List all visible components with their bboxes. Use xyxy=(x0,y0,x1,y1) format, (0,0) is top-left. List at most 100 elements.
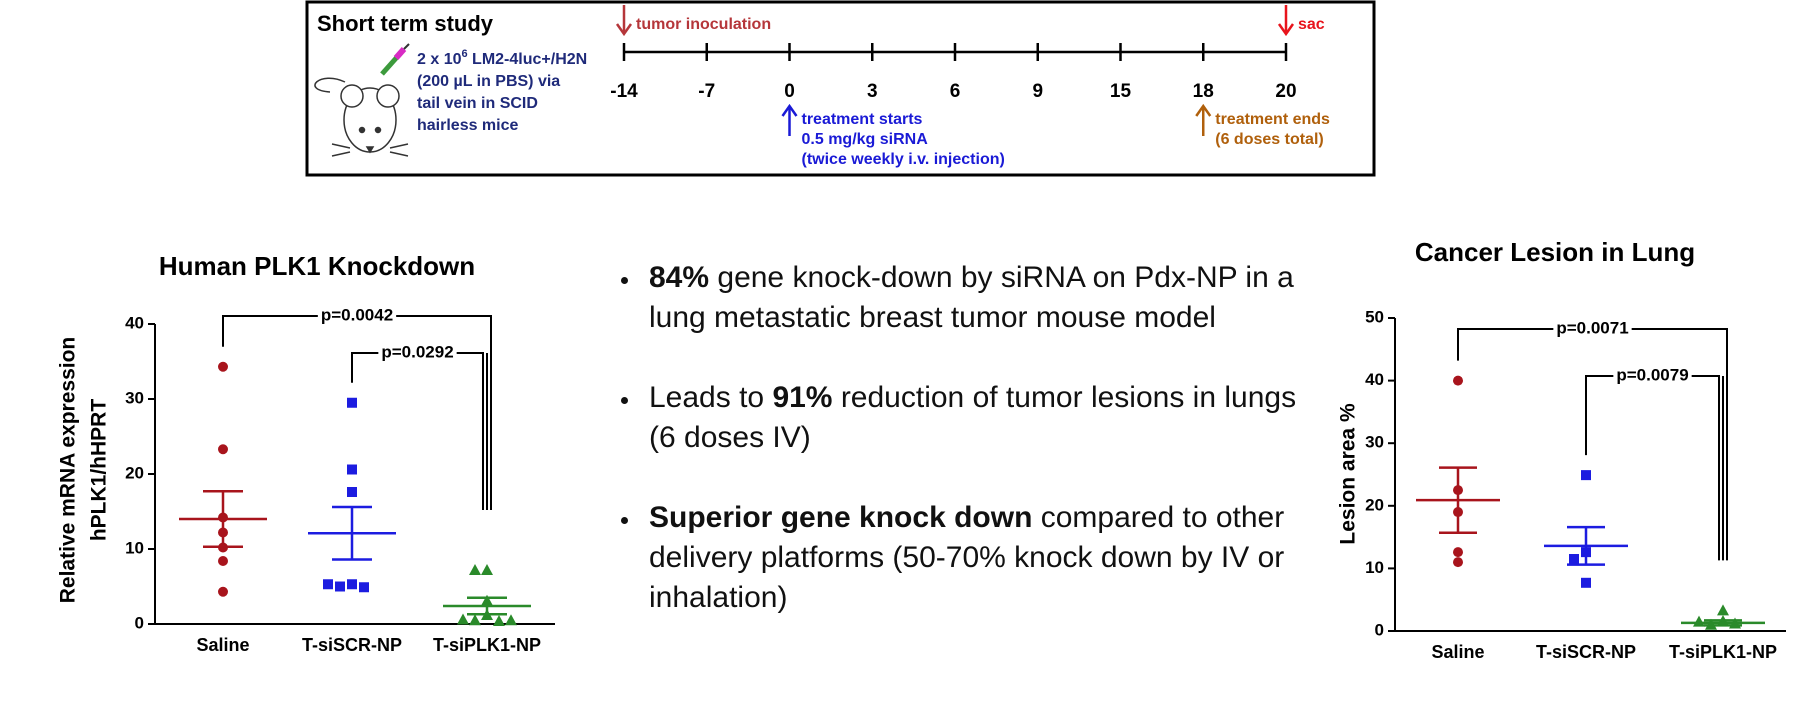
injection-text: 2 x 106 LM2-4luc+/H2N xyxy=(417,48,587,68)
x-tick-label: T-siSCR-NP xyxy=(1536,642,1636,662)
text: compared to other delivery platforms (50… xyxy=(649,501,1285,614)
timeline-title: Short term study xyxy=(317,11,494,36)
p-value-label: p=0.0292 xyxy=(381,342,453,361)
injection-text: hairless mice xyxy=(417,117,519,134)
bullet: Leads to 91% reduction of tumor lesions … xyxy=(641,378,1301,458)
significance-bracket xyxy=(1457,328,1728,561)
error-bar xyxy=(1567,525,1605,566)
event-label: (6 doses total) xyxy=(1215,131,1323,148)
data-point xyxy=(1581,577,1591,588)
x-tick-label: T-siSCR-NP xyxy=(302,635,402,655)
y-tick-label: 0 xyxy=(1375,620,1384,639)
data-point xyxy=(347,487,357,497)
timeline-tick-label: 18 xyxy=(1193,81,1214,102)
bold-text: 84% xyxy=(649,261,710,294)
bullet: 84% gene knock-down by siRNA on Pdx-NP i… xyxy=(641,258,1301,338)
data-point xyxy=(1581,470,1591,481)
timeline-tick-label: 15 xyxy=(1110,81,1132,102)
p-value-label: p=0.0071 xyxy=(1556,318,1628,337)
bold-text: 91% xyxy=(772,381,833,414)
event-label: sac xyxy=(1298,16,1325,33)
y-tick-label: 20 xyxy=(1365,495,1384,514)
label-background xyxy=(1553,318,1632,338)
text: Leads to xyxy=(649,381,773,414)
label-background xyxy=(317,305,397,325)
event-label: treatment ends xyxy=(1215,111,1330,128)
event-label: treatment starts xyxy=(802,111,923,128)
x-tick-label: T-siPLK1-NP xyxy=(1669,642,1777,662)
data-point xyxy=(323,579,333,590)
significance-bracket xyxy=(351,352,488,510)
data-point xyxy=(1569,554,1579,565)
injection-text: tail vein in SCID xyxy=(417,95,538,112)
data-point xyxy=(493,615,505,626)
data-point xyxy=(1453,547,1463,558)
data-point xyxy=(218,556,228,566)
bullet-list: 84% gene knock-down by siRNA on Pdx-NP i… xyxy=(595,258,1301,658)
chart-title: Cancer Lesion in Lung xyxy=(1415,237,1695,267)
data-point xyxy=(457,613,469,625)
data-point xyxy=(218,444,228,455)
timeline-box xyxy=(305,0,1376,177)
data-point xyxy=(505,614,517,626)
data-point xyxy=(469,614,481,626)
y-tick-label: 50 xyxy=(1365,307,1384,326)
error-bar xyxy=(332,505,372,561)
timeline-tick-label: 0 xyxy=(784,81,795,102)
data-point xyxy=(218,586,228,597)
event-label: (twice weekly i.v. injection) xyxy=(802,151,1005,168)
y-tick-label: 0 xyxy=(135,613,144,632)
data-point xyxy=(481,564,493,575)
x-tick-label: T-siPLK1-NP xyxy=(433,635,541,655)
data-point xyxy=(347,579,357,590)
data-point xyxy=(469,564,481,575)
y-tick-label: 20 xyxy=(125,463,144,482)
error-bar xyxy=(1439,466,1477,534)
y-axis-label: Lesion area % xyxy=(1337,403,1360,545)
p-value-label: p=0.0042 xyxy=(321,305,393,324)
event-label: 0.5 mg/kg siRNA xyxy=(802,131,929,148)
data-point xyxy=(347,397,357,408)
y-tick-label: 30 xyxy=(125,388,144,407)
data-point xyxy=(335,581,345,592)
y-tick-label: 10 xyxy=(125,538,144,557)
injection-text: (200 µL in PBS) via xyxy=(417,73,560,90)
y-tick-label: 40 xyxy=(125,313,144,332)
injection-text: LM2-4luc+/H2N xyxy=(468,51,588,68)
event-arrowhead xyxy=(615,23,633,37)
text: gene knock-down by siRNA on Pdx-NP in a … xyxy=(649,261,1294,334)
data-point xyxy=(1693,615,1705,627)
data-point xyxy=(218,361,228,372)
label-background xyxy=(1613,365,1692,385)
bold-text: Superior gene knock down xyxy=(649,501,1033,534)
error-bar xyxy=(203,490,243,548)
text: reduction of tumor lesions in lungs (6 d… xyxy=(649,381,1297,454)
data-point xyxy=(1453,557,1463,568)
timeline-tick-label: 9 xyxy=(1032,81,1043,102)
timeline-tick-label: 6 xyxy=(950,81,961,102)
mouse-icon xyxy=(314,43,410,157)
data-point xyxy=(1717,604,1729,616)
p-value-label: p=0.0079 xyxy=(1616,365,1688,384)
x-tick-label: Saline xyxy=(196,635,249,655)
y-axis-label: hPLK1/hHPRT xyxy=(88,399,111,542)
y-tick-label: 40 xyxy=(1365,370,1384,389)
bullet: Superior gene knock down compared to oth… xyxy=(641,498,1301,618)
timeline-tick-label: -7 xyxy=(698,81,715,102)
significance-bracket xyxy=(1585,375,1724,561)
y-axis-label: Relative mRNA expression xyxy=(57,337,80,604)
injection-text: 2 x 10 xyxy=(417,51,462,68)
data-point xyxy=(347,464,357,475)
y-tick-label: 30 xyxy=(1365,433,1384,452)
error-bar xyxy=(467,596,507,616)
event-label: tumor inoculation xyxy=(636,16,771,33)
data-point xyxy=(359,582,369,593)
timeline-tick-label: -14 xyxy=(610,81,638,102)
x-tick-label: Saline xyxy=(1431,642,1484,662)
timeline-tick-label: 3 xyxy=(867,81,878,102)
event-arrowhead xyxy=(1195,103,1212,117)
error-bar xyxy=(1704,619,1742,627)
event-arrowhead xyxy=(1277,23,1295,37)
